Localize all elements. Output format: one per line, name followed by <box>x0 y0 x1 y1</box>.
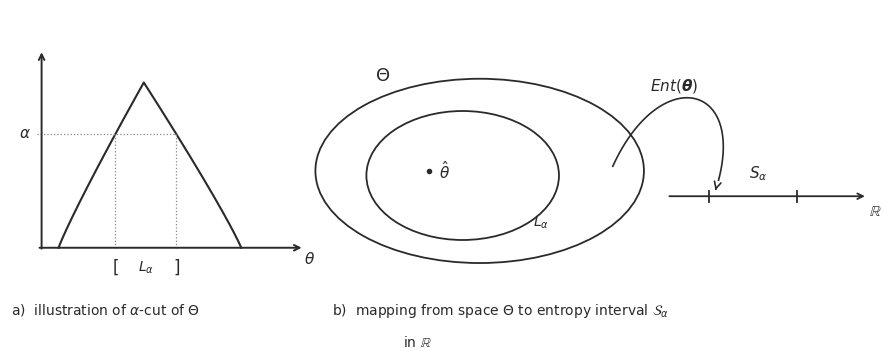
Text: [: [ <box>112 259 119 277</box>
Text: $L_\alpha$: $L_\alpha$ <box>138 260 154 276</box>
Text: $\alpha$: $\alpha$ <box>19 126 31 141</box>
Text: in $\mathbb{R}$: in $\mathbb{R}$ <box>403 335 431 350</box>
Text: $\hat{\theta}$: $\hat{\theta}$ <box>439 160 450 182</box>
Text: $\theta$: $\theta$ <box>304 251 315 267</box>
Text: ]: ] <box>173 259 180 277</box>
Text: $Ent(\boldsymbol{\theta})$: $Ent(\boldsymbol{\theta})$ <box>650 77 698 95</box>
Text: a)  illustration of $\alpha$-cut of $\Theta$: a) illustration of $\alpha$-cut of $\The… <box>11 302 200 318</box>
Text: $\Theta$: $\Theta$ <box>375 67 390 85</box>
Text: $S_\alpha$: $S_\alpha$ <box>750 165 768 184</box>
Text: $\mathbb{R}$: $\mathbb{R}$ <box>869 204 881 219</box>
Text: b)  mapping from space $\Theta$ to entropy interval $\mathcal{S}_\alpha$: b) mapping from space $\Theta$ to entrop… <box>332 302 669 320</box>
Text: $L_\alpha$: $L_\alpha$ <box>534 214 550 231</box>
